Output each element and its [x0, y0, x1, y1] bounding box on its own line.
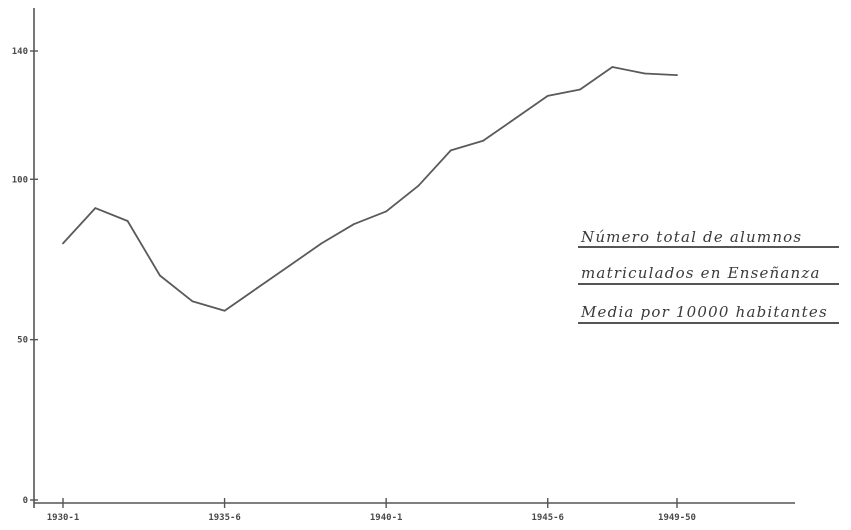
- title-line-1: Número total de alumnos: [580, 228, 802, 246]
- x-tick-label: 1945-6: [531, 513, 564, 523]
- x-tick-label: 1940-1: [370, 513, 403, 523]
- chart-title: Número total de alumnos matriculados en …: [578, 228, 839, 324]
- data-point: [676, 74, 678, 76]
- data-point: [126, 220, 129, 222]
- y-tick-label: 140: [12, 47, 28, 57]
- data-point: [159, 274, 161, 277]
- data-point: [352, 223, 355, 226]
- x-tick-label: 1935-6: [208, 513, 241, 523]
- data-point: [417, 184, 420, 187]
- data-point: [320, 242, 323, 245]
- data-point: [546, 95, 549, 97]
- data-point: [385, 210, 388, 213]
- data-point: [643, 72, 646, 75]
- data-point: [482, 139, 485, 142]
- data-point: [611, 66, 614, 68]
- y-tick-label: 50: [17, 336, 28, 346]
- y-tick-label: 100: [12, 175, 28, 185]
- title-line-2: matriculados en Enseñanza: [581, 264, 821, 282]
- series-line: [62, 66, 678, 312]
- y-ticks: 0 50 100 140: [12, 47, 38, 506]
- data-point: [94, 207, 97, 210]
- data-point: [255, 287, 258, 290]
- data-point: [514, 117, 517, 120]
- data-points: [62, 66, 678, 312]
- data-point: [223, 309, 226, 312]
- x-tick-label: 1949-50: [658, 513, 696, 523]
- y-tick-label: 0: [23, 496, 28, 506]
- title-line-3: Media por 10000 habitantes: [580, 303, 828, 321]
- data-point: [579, 88, 581, 91]
- x-tick-label: 1930-1: [47, 513, 80, 523]
- data-point: [191, 300, 194, 303]
- data-point: [449, 149, 452, 152]
- x-ticks: 1930-1 1935-6 1940-1 1945-6 1949-50: [47, 498, 696, 523]
- data-point: [62, 242, 64, 245]
- data-point: [288, 264, 291, 267]
